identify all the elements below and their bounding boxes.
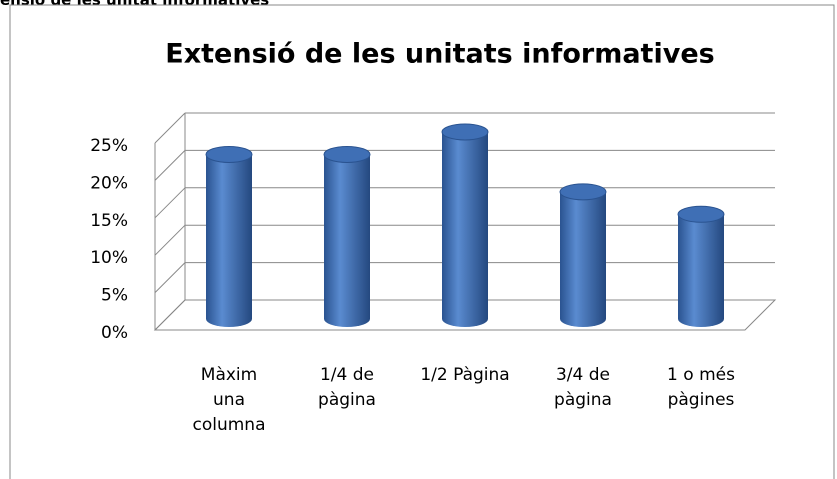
x-tick-label: 3/4 de pàgina <box>554 365 612 410</box>
y-tick-label: 10% <box>90 248 128 268</box>
bar <box>323 145 371 327</box>
bar-top <box>323 145 371 163</box>
grid-line-side <box>154 262 186 293</box>
bar-body <box>560 191 606 327</box>
grid-line-side <box>154 299 186 331</box>
grid-line-side <box>154 150 186 181</box>
grid-line-side <box>154 112 186 144</box>
y-tick-label: 25% <box>90 136 128 156</box>
bar <box>559 183 607 327</box>
bar-body <box>678 214 724 327</box>
bar <box>441 123 489 327</box>
bar-top <box>677 205 725 223</box>
grid-line-side <box>154 224 186 256</box>
chart-border <box>9 4 835 479</box>
y-tick-label: 5% <box>101 286 128 306</box>
bar-body <box>324 154 370 327</box>
y-tick-label: 20% <box>90 173 128 193</box>
bar-top <box>441 123 489 141</box>
bar <box>677 205 725 327</box>
bar <box>205 145 253 327</box>
x-tick-label: 1/4 de pàgina <box>318 365 376 410</box>
y-tick-label: 15% <box>90 211 128 231</box>
x-tick-label: Màxim una columna <box>192 365 266 435</box>
x-tick-label: 1 o més pàgines <box>667 365 735 410</box>
chart-title: Extensió de les unitats informatives <box>165 39 714 70</box>
grid-line-side <box>154 187 186 219</box>
bar-body <box>206 154 252 327</box>
bar-body <box>442 132 488 327</box>
bar-top <box>559 183 607 201</box>
x-tick-label: 1/2 Pàgina <box>420 365 510 385</box>
bar-top <box>205 145 253 163</box>
y-tick-label: 0% <box>101 323 128 343</box>
